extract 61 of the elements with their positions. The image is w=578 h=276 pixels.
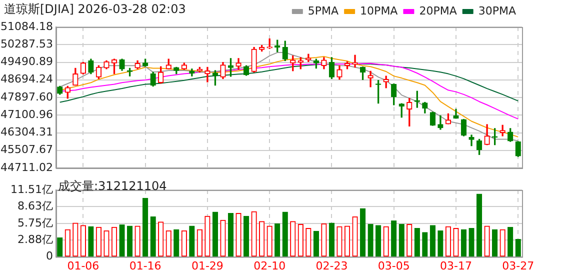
bar	[150, 216, 156, 257]
x-tick-label: 01-16	[129, 259, 162, 272]
bar	[398, 224, 404, 257]
legend-label: 30PMA	[478, 4, 516, 18]
bar	[212, 212, 218, 257]
bar	[438, 230, 444, 257]
y-tick-label: 0	[46, 250, 53, 263]
bar	[391, 220, 397, 257]
bar	[228, 212, 234, 257]
x-tick-label: 03-05	[378, 259, 410, 272]
y-tick-label: 11.51亿	[10, 182, 53, 196]
bar	[508, 226, 514, 257]
x-tick-label: 03-17	[440, 259, 472, 272]
bar	[88, 226, 94, 257]
legend-label: 20PMA	[419, 4, 458, 18]
bar	[282, 212, 288, 257]
bar	[126, 226, 133, 257]
y-tick-label: 47897.60	[0, 90, 53, 104]
y-tick-label: 5.75亿	[18, 216, 53, 230]
bar	[468, 228, 474, 257]
x-tick-label: 02-10	[254, 259, 286, 272]
bar	[460, 229, 467, 257]
bar	[57, 237, 63, 257]
y-tick-label: 50287.53	[0, 37, 53, 50]
y-tick-label: 48694.24	[0, 72, 53, 86]
bar	[313, 230, 320, 257]
bar	[328, 222, 335, 257]
y-tick-label: 8.63亿	[18, 200, 53, 213]
y-tick-label: 44711.02	[0, 160, 53, 174]
x-tick-label: 02-23	[316, 259, 348, 272]
y-tick-label: 47100.96	[0, 108, 53, 121]
chart-title: 道琼斯[DJIA] 2026-03-28 02:03	[4, 1, 186, 18]
bar	[492, 229, 498, 257]
bar	[360, 208, 366, 257]
bar	[368, 224, 374, 257]
bar	[119, 224, 125, 257]
chart-title: 成交量:312121104	[58, 178, 167, 195]
legend-label: 5PMA	[308, 4, 340, 18]
bar	[422, 232, 428, 257]
bar	[375, 225, 382, 257]
bar	[189, 226, 195, 257]
y-tick-label: 2.88亿	[18, 232, 53, 246]
x-tick-label: 01-29	[191, 259, 224, 272]
candlestick	[204, 66, 210, 82]
bar	[430, 225, 436, 257]
bar	[515, 239, 521, 257]
y-tick-label: 46304.31	[0, 126, 53, 139]
bar	[414, 228, 420, 257]
candlestick	[368, 70, 374, 88]
candlestick	[352, 54, 358, 68]
x-tick-label: 01-06	[67, 259, 100, 272]
bar	[142, 198, 148, 257]
bar	[274, 223, 280, 257]
bar	[174, 229, 180, 257]
y-tick-label: 51084.18	[0, 20, 53, 33]
bar	[476, 194, 482, 257]
y-tick-label: 49490.89	[0, 55, 53, 68]
y-tick-label: 45507.67	[0, 143, 53, 156]
bar	[243, 216, 250, 257]
x-tick-label: 03-27	[502, 259, 534, 272]
legend-label: 10PMA	[360, 4, 398, 18]
